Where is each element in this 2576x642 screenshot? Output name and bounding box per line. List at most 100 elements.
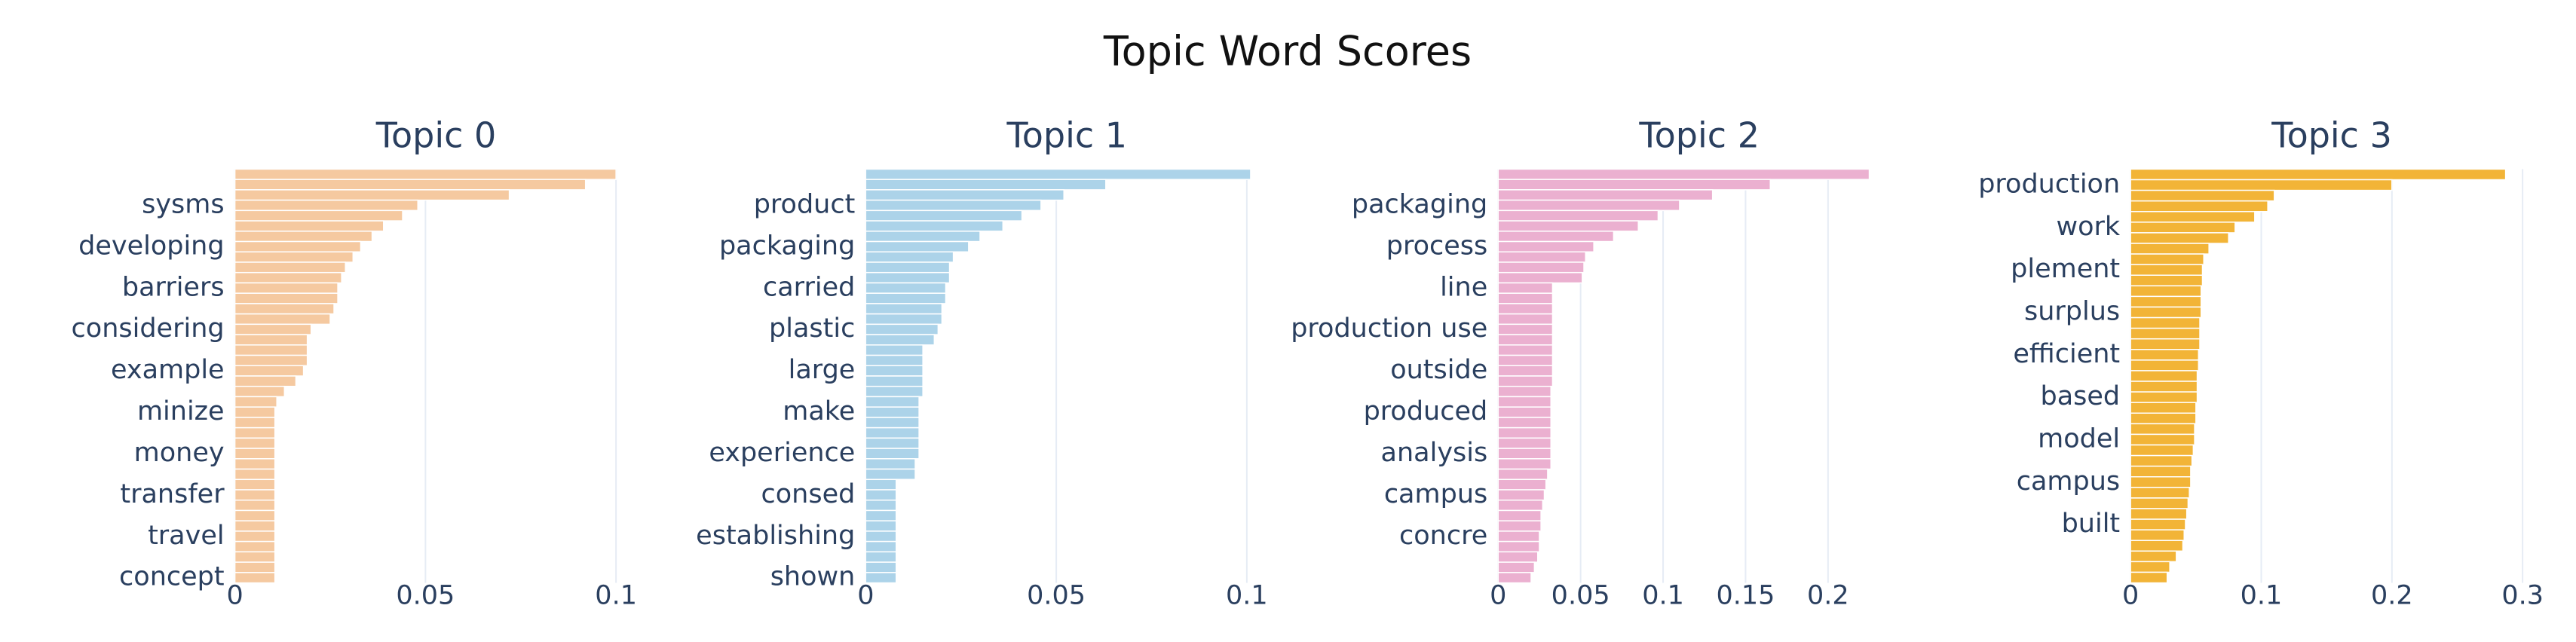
bar — [1497, 220, 1639, 232]
bar — [865, 551, 897, 563]
bar — [234, 231, 373, 243]
bar — [234, 189, 510, 201]
bar — [1497, 251, 1586, 263]
bar — [2130, 571, 2168, 584]
bar — [2130, 391, 2198, 403]
bar — [865, 478, 897, 491]
x-tick-label: 0.2 — [2371, 581, 2413, 611]
bar — [234, 323, 312, 335]
y-tick-label: example — [111, 355, 225, 385]
y-tick-label: make — [783, 396, 855, 426]
bar — [1497, 385, 1552, 398]
bar — [2130, 200, 2268, 212]
bar — [234, 530, 276, 543]
bar — [234, 426, 276, 439]
y-tick-label: carried — [763, 272, 855, 302]
x-tick-label: 0.05 — [396, 581, 455, 611]
bar — [234, 251, 354, 263]
y-tick-label: process — [1386, 231, 1488, 261]
bar — [865, 520, 897, 532]
bar — [865, 323, 939, 335]
bar — [234, 313, 331, 326]
bar — [865, 189, 1064, 201]
x-tick-label: 0.05 — [1551, 581, 1610, 611]
bar — [1497, 261, 1585, 274]
bar — [2130, 232, 2229, 244]
x-tick-label: 0.05 — [1027, 581, 1086, 611]
bar — [865, 292, 947, 304]
bar — [1497, 365, 1554, 377]
bar — [234, 396, 277, 408]
bar — [1497, 489, 1545, 501]
bar — [234, 540, 276, 553]
bar — [2130, 465, 2192, 478]
bar — [865, 448, 920, 460]
bar — [2130, 253, 2204, 265]
bar — [1497, 540, 1540, 553]
bar — [865, 365, 924, 377]
y-tick-label: product — [754, 189, 856, 219]
bar — [1497, 509, 1542, 521]
bar — [865, 209, 1023, 222]
bar — [234, 199, 419, 212]
y-tick-label: establishing — [696, 521, 855, 551]
x-tick-label: 0.1 — [1226, 581, 1268, 611]
bar — [2130, 243, 2210, 255]
bar — [2130, 497, 2189, 509]
bar — [865, 231, 981, 243]
bar — [1497, 437, 1552, 449]
y-tick-label: based — [2041, 381, 2121, 411]
bar — [865, 417, 920, 429]
bar — [2130, 168, 2507, 181]
y-tick-label: transfer — [120, 479, 225, 509]
bar — [234, 448, 276, 460]
bar — [1497, 179, 1772, 191]
bar — [865, 499, 897, 512]
y-tick-label: plement — [2011, 254, 2120, 284]
subplot-title: Topic 0 — [375, 115, 497, 156]
bar — [1497, 303, 1554, 315]
bar — [2130, 370, 2198, 382]
bar — [1497, 426, 1552, 439]
bar — [865, 240, 969, 253]
y-tick-label: minize — [137, 396, 225, 426]
bar — [1497, 396, 1552, 408]
bar — [1497, 417, 1552, 429]
bar — [234, 406, 276, 418]
y-tick-label: concept — [119, 562, 225, 592]
bar — [2130, 454, 2193, 467]
bar — [1497, 209, 1659, 222]
bar — [1497, 168, 1870, 180]
bar — [1497, 199, 1680, 212]
y-tick-label: packaging — [1352, 189, 1487, 219]
y-tick-label: model — [2038, 423, 2120, 454]
x-tick-label: 0.3 — [2501, 581, 2544, 611]
bar — [865, 271, 951, 284]
bar — [1497, 478, 1547, 491]
bar — [1497, 468, 1548, 481]
x-tick-label: 0 — [2122, 581, 2139, 611]
bar — [1497, 375, 1554, 387]
x-tick-label: 0.2 — [1807, 581, 1849, 611]
y-tick-label: campus — [2017, 466, 2120, 497]
bar — [1497, 551, 1539, 563]
bar — [865, 168, 1251, 180]
y-tick-label: consed — [761, 479, 856, 509]
bar — [234, 282, 338, 294]
bar — [2130, 529, 2185, 541]
bar — [234, 551, 276, 563]
bar — [1497, 572, 1532, 584]
bar — [1497, 448, 1552, 460]
bar — [2130, 487, 2190, 499]
bar — [2130, 179, 2393, 191]
bar — [1497, 313, 1554, 326]
bar — [2130, 316, 2201, 329]
y-tick-label: efficient — [2013, 339, 2120, 369]
bar — [2130, 222, 2236, 234]
bar — [234, 499, 276, 512]
bar — [234, 385, 286, 398]
bar — [234, 354, 308, 367]
bar — [234, 458, 276, 470]
